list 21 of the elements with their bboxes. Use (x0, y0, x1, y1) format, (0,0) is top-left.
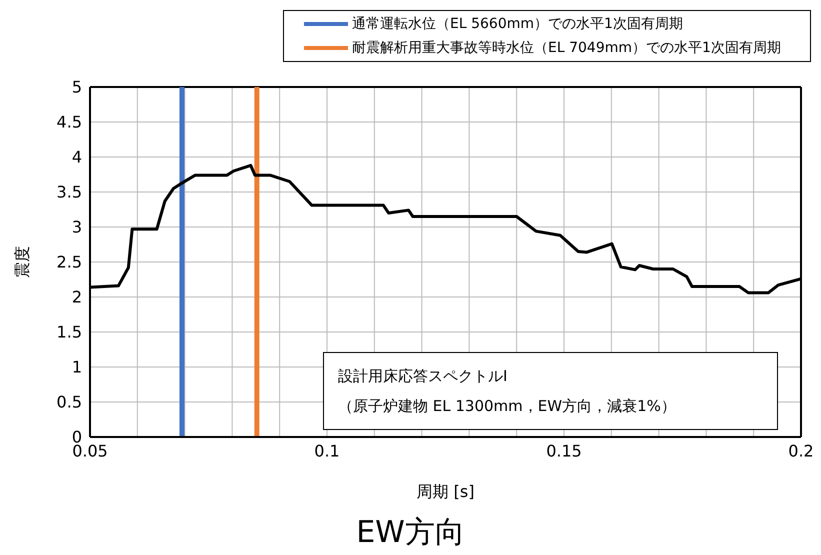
y-tick-label: 0.5 (56, 392, 82, 412)
y-axis-title: 震度 (12, 246, 32, 278)
x-tick-label: 0.2 (788, 441, 814, 460)
y-tick-label: 2.5 (56, 252, 82, 272)
annotation: 設計用床応答スペクトルⅠ (338, 366, 508, 387)
y-tick-label: 4.5 (56, 112, 82, 132)
y-tick-label: 3.5 (56, 182, 82, 202)
y-tick-label: 1 (72, 358, 82, 377)
legend-label: 通常運転水位（EL 5660mm）での水平1次固有周期 (352, 15, 683, 33)
annotation: （原子炉建物 EL 1300mm，EW方向，減衰1%） (338, 396, 677, 417)
y-tick-label: 2 (72, 288, 82, 307)
x-tick-label: 0.15 (546, 441, 582, 460)
note-box: 設計用床応答スペクトルⅠ （原子炉建物 EL 1300mm，EW方向，減衰1%） (323, 352, 778, 430)
legend-label: 耐震解析用重大事故等時水位（EL 7049mm）での水平1次固有周期 (352, 39, 781, 57)
y-tick-label: 5 (72, 78, 82, 97)
x-axis-title: 周期 [s] (416, 482, 474, 501)
y-tick-label: 4 (72, 148, 82, 167)
x-tick-label: 0.1 (314, 441, 340, 460)
text: EW方向 (355, 514, 466, 552)
y-tick-label: 3 (72, 218, 82, 237)
y-tick-label: 1.5 (56, 322, 82, 342)
